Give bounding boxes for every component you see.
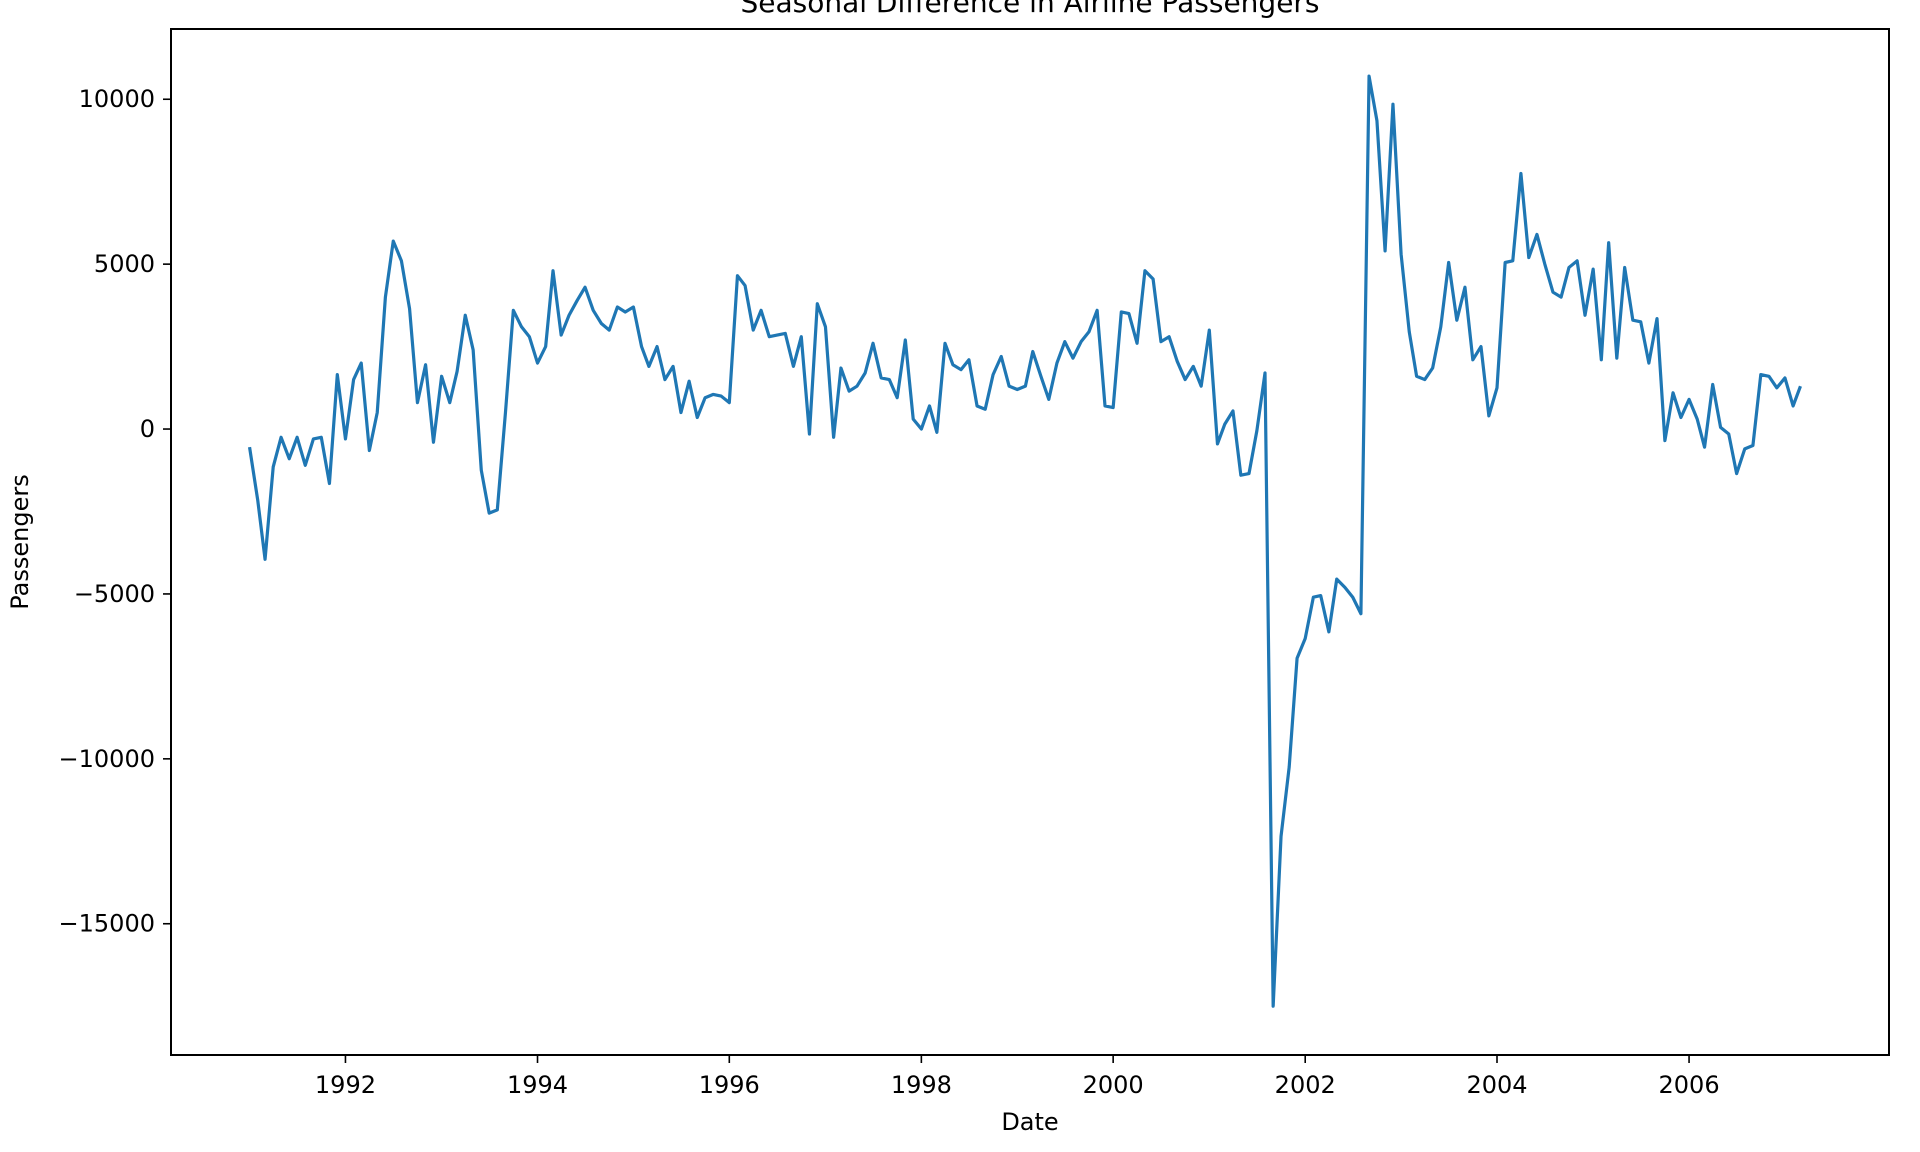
- y-tick-label: 0: [140, 415, 155, 443]
- x-tick-label: 1998: [891, 1071, 952, 1099]
- chart-title: Seasonal Difference in Airline Passenger…: [740, 0, 1319, 19]
- plot-area-frame: [170, 28, 1890, 1056]
- x-axis-ticks: 1992 1994 1996 1998 2000 2002 2004 2006: [315, 1055, 1720, 1099]
- y-tick-label: 10000: [79, 85, 155, 113]
- x-axis-label: Date: [1001, 1108, 1058, 1136]
- y-tick-label: 5000: [94, 250, 155, 278]
- x-tick-label: 2004: [1466, 1071, 1527, 1099]
- y-axis-ticks: 10000 5000 0 −5000 −10000 −15000: [59, 85, 171, 938]
- y-tick-label: −15000: [59, 910, 155, 938]
- y-tick-label: −5000: [74, 580, 155, 608]
- passengers-series-line: [247, 74, 1802, 1008]
- x-tick-label: 2000: [1083, 1071, 1144, 1099]
- x-tick-label: 1994: [507, 1071, 568, 1099]
- y-tick-label: −10000: [59, 745, 155, 773]
- x-tick-label: 2006: [1659, 1071, 1720, 1099]
- x-tick-label: 2002: [1275, 1071, 1336, 1099]
- x-tick-label: 1996: [699, 1071, 760, 1099]
- x-tick-label: 1992: [315, 1071, 376, 1099]
- y-axis-label: Passengers: [6, 474, 34, 609]
